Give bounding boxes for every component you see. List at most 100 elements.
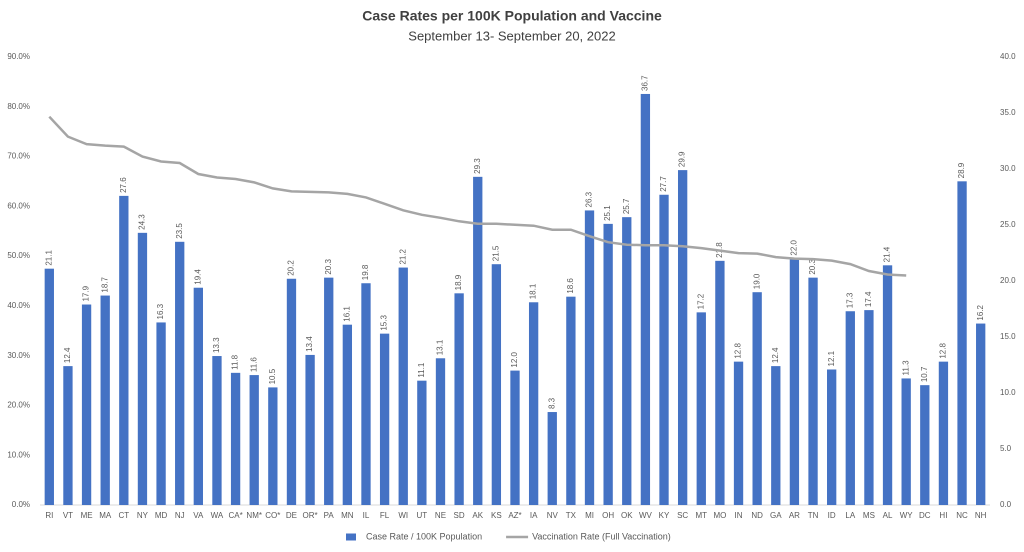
bar: [491, 264, 502, 505]
y2-tick-label: 20.0: [1000, 276, 1016, 285]
x-tick-label: IL: [363, 511, 370, 520]
x-tick-label: NE: [435, 511, 446, 520]
y2-tick-label: 10.0: [1000, 388, 1016, 397]
bar: [454, 293, 464, 505]
x-tick-label: CO*: [265, 511, 280, 520]
line: [48, 115, 907, 277]
x-tick-label: SD: [454, 511, 465, 520]
bar: [640, 93, 651, 506]
data-label: 11.6: [249, 357, 258, 373]
data-label: 12.8: [734, 343, 743, 359]
bar: [81, 304, 92, 505]
x-tick-label: DC: [919, 511, 931, 520]
data-label: 22.0: [790, 239, 799, 255]
y-tick-label: 90.0%: [7, 52, 30, 61]
bar: [715, 260, 725, 505]
y-tick-label: 20.0%: [7, 401, 30, 410]
y2-tick-label: 15.0: [1000, 332, 1016, 341]
data-label: 8.3: [547, 397, 556, 409]
x-tick-label: IN: [735, 511, 743, 520]
bar: [603, 223, 613, 505]
x-tick-label: NM*: [246, 511, 262, 520]
bar: [677, 170, 688, 505]
x-tick-label: DE: [286, 511, 297, 520]
data-label: 26.3: [585, 191, 594, 207]
bar: [622, 217, 632, 505]
data-label: 16.2: [976, 304, 985, 320]
y-tick-label: 30.0%: [7, 351, 30, 360]
data-label: 36.7: [641, 75, 650, 91]
data-label: 10.5: [268, 368, 277, 384]
bar: [156, 322, 166, 505]
bar: [212, 356, 222, 505]
bar: [286, 278, 297, 505]
bar: [528, 302, 539, 505]
data-label: 11.3: [901, 360, 910, 376]
data-label: 20.3: [808, 259, 817, 275]
data-label: 25.7: [622, 198, 631, 214]
data-label: 17.2: [696, 293, 705, 309]
x-tick-label: UT: [417, 511, 428, 520]
bar: [845, 311, 855, 505]
x-tick-label: VT: [63, 511, 73, 520]
legend-label: Case Rate / 100K Population: [366, 531, 482, 541]
bar: [864, 310, 874, 505]
data-label: 19.0: [752, 273, 761, 289]
bar: [230, 372, 241, 505]
x-tick-label: OR*: [303, 511, 318, 520]
y2-tick-label: 0.0: [1000, 500, 1012, 509]
y-tick-label: 70.0%: [7, 152, 30, 161]
y2-tick-label: 25.0: [1000, 220, 1016, 229]
x-tick-label: MT: [695, 511, 707, 520]
x-tick-label: MI: [585, 511, 594, 520]
bar: [510, 370, 520, 505]
bar: [193, 287, 203, 505]
x-tick-label: ID: [828, 511, 836, 520]
data-label: 12.4: [771, 347, 780, 363]
x-tick-label: HI: [939, 511, 947, 520]
bar: [435, 358, 446, 505]
x-tick-label: NJ: [175, 511, 185, 520]
x-tick-label: AL: [883, 511, 893, 520]
x-tick-label: NV: [547, 511, 559, 520]
data-label: 17.3: [845, 292, 854, 308]
bar: [938, 361, 949, 505]
bar: [920, 385, 930, 505]
y2-tick-label: 5.0: [1000, 444, 1012, 453]
data-label: 18.9: [454, 274, 463, 290]
bar: [342, 324, 353, 505]
y2-tick-label: 40.0: [1000, 52, 1016, 61]
bar: [808, 277, 818, 505]
data-label: 12.1: [827, 350, 836, 366]
data-label: 11.8: [231, 354, 240, 370]
data-label: 21.4: [883, 246, 892, 262]
y-tick-label: 50.0%: [7, 251, 30, 260]
y-tick-label: 0.0%: [12, 500, 30, 509]
bar: [473, 176, 483, 505]
x-tick-label: MS: [863, 511, 875, 520]
data-label: 15.3: [380, 315, 389, 331]
x-tick-label: TX: [566, 511, 577, 520]
data-label: 21.1: [44, 250, 53, 266]
bar: [268, 387, 278, 505]
data-label: 19.8: [361, 264, 370, 280]
bar: [137, 232, 148, 505]
bar: [789, 258, 800, 505]
y-tick-label: 40.0%: [7, 301, 30, 310]
x-tick-label: WV: [639, 511, 653, 520]
bar: [324, 277, 334, 505]
bar: [361, 283, 371, 505]
bar: [417, 380, 427, 505]
x-tick-label: SC: [677, 511, 688, 520]
data-label: 12.4: [63, 347, 72, 363]
bar: [566, 296, 576, 505]
legend-swatch: [346, 533, 356, 541]
data-label: 10.7: [920, 366, 929, 382]
x-tick-label: LA: [845, 511, 855, 520]
bar: [771, 366, 781, 505]
x-tick-label: GA: [770, 511, 782, 520]
x-tick-label: WI: [398, 511, 408, 520]
x-tick-label: CA*: [228, 511, 242, 520]
bar: [100, 295, 110, 505]
